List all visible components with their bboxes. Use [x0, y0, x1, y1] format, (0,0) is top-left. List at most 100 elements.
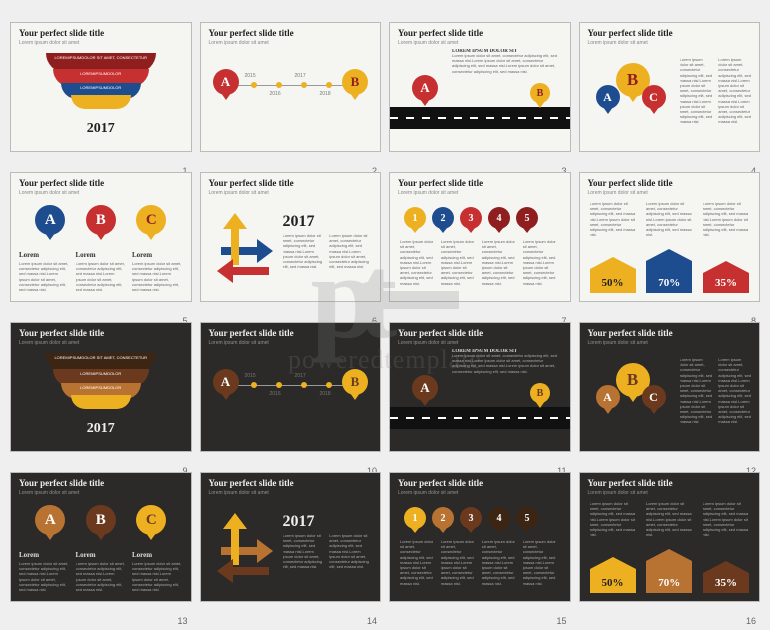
grid-cell: Your perfect slide title Lorem ipsum dolo… — [10, 172, 192, 312]
bubble-tail-icon — [350, 93, 360, 100]
grid-cell: Your perfect slide title Lorem ipsum dolo… — [200, 472, 382, 612]
lorem-text: Lorem ipsum dolor sit amet, consectetur … — [523, 539, 560, 593]
lorem-text: Lorem ipsum dolor sit amet, consectetur … — [703, 501, 750, 541]
slide-title: Your perfect slide title — [19, 179, 183, 188]
bubble-row: ABC — [25, 205, 177, 235]
bubble-c: C — [136, 205, 166, 235]
slide-grid: Your perfect slide title Lorem ipsum dolo… — [0, 0, 770, 630]
grid-cell: Your perfect slide titleLorem ipsum dolo… — [200, 22, 382, 162]
lorem-text: Lorem ipsum dolor sit amet, consectetur … — [19, 261, 70, 293]
bubble-c: C — [642, 385, 666, 409]
penta-shape: 50% — [590, 257, 636, 293]
slide-subtitle: Lorem ipsum dolor sit amet — [398, 190, 458, 196]
slide-number: 16 — [746, 616, 756, 626]
bubble-b: B — [86, 205, 116, 235]
slide-subtitle: Lorem ipsum dolor sit amet — [588, 490, 648, 496]
slide-title: Your perfect slide title — [209, 329, 373, 338]
grid-cell: Your perfect slide titleLorem ipsum dolo… — [10, 472, 192, 612]
bubble-b: B — [342, 69, 368, 95]
grid-cell: Your perfect slide titleLorem ipsum dolo… — [10, 22, 192, 162]
col-label: Lorem — [132, 251, 183, 259]
lorem-text: Lorem ipsum dolor sit amet, consectetur … — [646, 201, 693, 241]
slide-subtitle: Lorem ipsum dolor sit amet — [209, 40, 269, 46]
step-tail-icon — [411, 528, 419, 533]
penta-text: Lorem ipsum dolor sit amet, consectetur … — [590, 501, 750, 541]
timeline-dot — [326, 82, 332, 88]
road-icon — [390, 107, 570, 129]
slide-13: Your perfect slide titleLorem ipsum dolo… — [10, 472, 192, 602]
arrow-text: Lorem ipsum dolor sit amet, consectetur … — [283, 233, 371, 277]
step-circle: 2 — [432, 507, 454, 529]
bubble-tail-icon — [649, 107, 659, 114]
step-tail-icon — [467, 228, 475, 233]
grid-cell: Your perfect slide title Lorem ipsum dolo… — [200, 172, 382, 312]
three-col: Lorem Lorem ipsum dolor sit amet, consect… — [19, 551, 183, 593]
lorem-text: Lorem ipsum dolor sit amet, consectetur … — [400, 539, 437, 593]
slide-16: Your perfect slide titleLorem ipsum dolo… — [579, 472, 761, 602]
step-tail-icon — [495, 228, 503, 233]
slide-3: Your perfect slide titleLorem ipsum dolo… — [389, 22, 571, 152]
penta-label: 70% — [658, 577, 680, 589]
col-label: Lorem — [132, 551, 183, 559]
col-label: Lorem — [76, 251, 127, 259]
lorem-text: Lorem ipsum dolor sit amet, consectetur … — [132, 561, 183, 593]
lorem-text: Lorem ipsum dolor sit amet, consectetur … — [76, 261, 127, 293]
penta-row: 50% 70% 35% — [590, 249, 750, 293]
slide-title: Your perfect slide title — [209, 179, 373, 188]
cluster: BAC — [592, 363, 674, 423]
step-tail-icon — [411, 228, 419, 233]
slide-2: Your perfect slide titleLorem ipsum dolo… — [200, 22, 382, 152]
slide-subtitle: Lorem ipsum dolor sit amet — [588, 190, 648, 196]
slide-subtitle: Lorem ipsum dolor sit amet — [19, 190, 79, 196]
lorem-text: Lorem ipsum dolor sit amet, consectetur … — [590, 501, 637, 541]
timeline-dot — [276, 382, 282, 388]
timeline-year: 2017 — [295, 73, 306, 79]
timeline-dot — [251, 382, 257, 388]
lorem-text: Lorem ipsum dolor sit amet, consectetur … — [19, 561, 70, 593]
step-circle: 5 — [516, 207, 538, 229]
grid-cell: Your perfect slide titleLorem ipsum dolo… — [200, 322, 382, 462]
slide-subtitle: Lorem ipsum dolor sit amet — [19, 40, 79, 46]
slide-number: 14 — [367, 616, 377, 626]
bubble-tail-icon — [649, 407, 659, 414]
lorem-text: Lorem ipsum dolor sit amet, consectetur … — [441, 239, 478, 293]
three-col: Lorem Lorem ipsum dolor sit amet, consect… — [19, 251, 183, 293]
bubble-tail-icon — [420, 399, 430, 406]
timeline-year: 2016 — [270, 391, 281, 397]
step-circle: 4 — [488, 507, 510, 529]
steps-text: Lorem ipsum dolor sit amet, consectetur … — [400, 539, 560, 593]
slide-subtitle: Lorem ipsum dolor sit amet — [19, 490, 79, 496]
arrows-icon — [211, 203, 281, 283]
bubble-b: B — [530, 383, 550, 403]
bubble-tail-icon — [628, 95, 638, 102]
bubble-b: B — [530, 83, 550, 103]
timeline-dot — [276, 82, 282, 88]
grid-cell: Your perfect slide title Lorem ipsum dolo… — [389, 472, 571, 612]
arrow-year: 2017 — [283, 513, 315, 531]
bubble-row: ABC — [25, 505, 177, 535]
cluster-text: Lorem ipsum dolor sit amet, consectetur … — [680, 57, 752, 143]
step-tail-icon — [523, 528, 531, 533]
slide-number: 15 — [556, 616, 566, 626]
lorem-text: Lorem ipsum dolor sit amet, consectetur … — [718, 57, 751, 127]
lorem-text: Lorem ipsum dolor sit amet, consectetur … — [703, 201, 750, 241]
step-circle: 1 — [404, 507, 426, 529]
slide-title: Your perfect slide title — [209, 479, 373, 488]
slide-7: Your perfect slide titleLorem ipsum dolo… — [389, 172, 571, 302]
slide-10: Your perfect slide titleLorem ipsum dolo… — [200, 322, 382, 452]
col-label: Lorem — [19, 251, 70, 259]
step-tail-icon — [495, 528, 503, 533]
bubble-tail-icon — [45, 233, 55, 240]
steps-row: 12345 — [404, 207, 538, 229]
bubble-a: A — [412, 75, 438, 101]
grid-cell: Your perfect slide titleLorem ipsum dolo… — [389, 22, 571, 162]
bubble-a: A — [596, 385, 620, 409]
cluster: BAC — [592, 63, 674, 123]
cluster-text: Lorem ipsum dolor sit amet, consectetur … — [680, 357, 752, 443]
bubble-tail-icon — [221, 393, 231, 400]
slide-title: Your perfect slide title — [398, 479, 562, 488]
slide-1: Your perfect slide titleLorem ipsum dolo… — [10, 22, 192, 152]
lorem-text: Lorem ipsum dolor sit amet, consectetur … — [680, 57, 713, 127]
step-circle: 3 — [460, 507, 482, 529]
arrow-text: Lorem ipsum dolor sit amet, consectetur … — [283, 533, 371, 577]
